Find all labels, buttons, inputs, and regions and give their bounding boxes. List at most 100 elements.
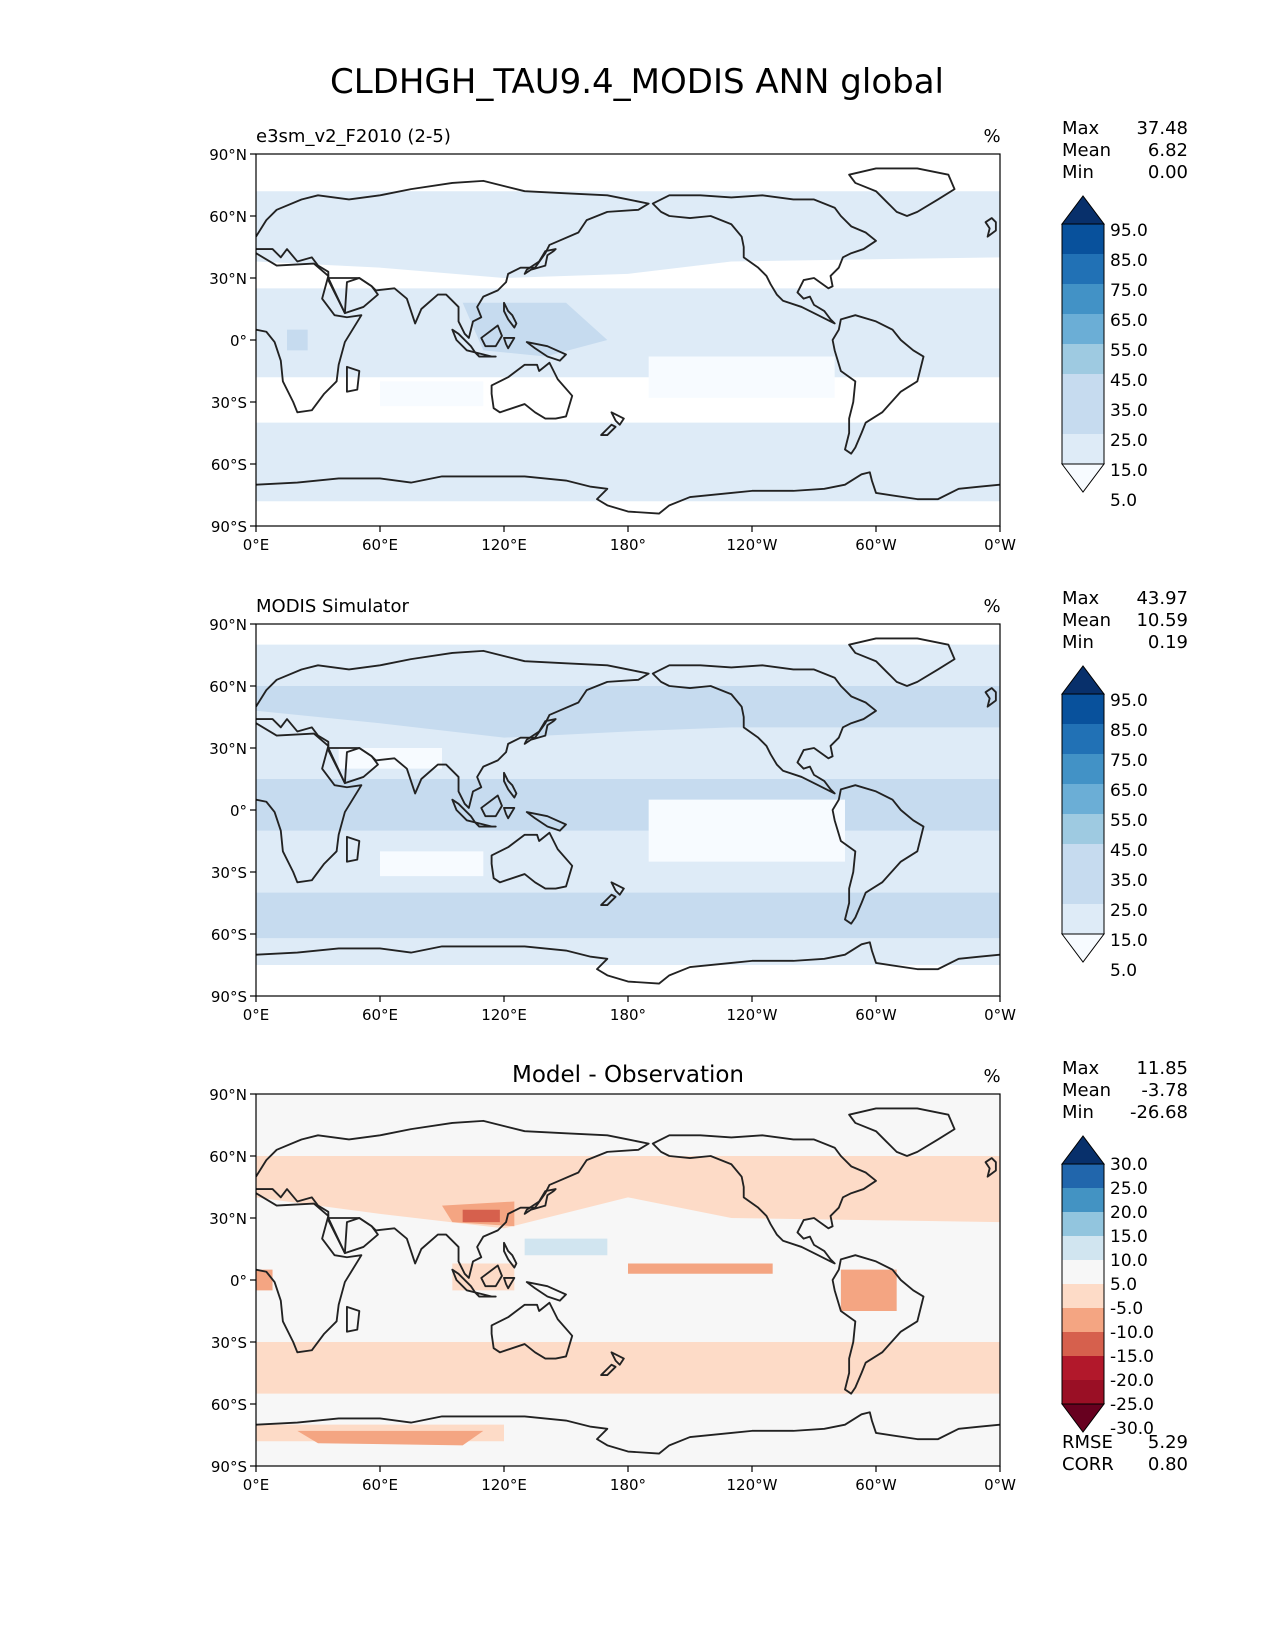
colorbar-segment <box>1062 1284 1104 1309</box>
stat-value: 11.85 <box>1136 1058 1188 1079</box>
stat-label: Min <box>1062 1102 1094 1123</box>
lon-tick-label: 180° <box>610 536 646 554</box>
colorbar-label: 25.0 <box>1110 1179 1148 1199</box>
colorbar-label: 25.0 <box>1110 431 1148 451</box>
units-label: % <box>983 126 1000 147</box>
stat-label: Mean <box>1062 140 1111 161</box>
colorbar: 95.0 85.0 75.0 65.0 55.0 45.0 35.0 25.0 15.0 5.0 <box>1061 665 1148 981</box>
stat-value: 0.19 <box>1148 632 1188 653</box>
stat-value: 43.97 <box>1136 588 1188 609</box>
colorbar-outline <box>1061 1163 1105 1405</box>
colorbar-label: 30.0 <box>1110 1155 1148 1175</box>
colorbar-extend-max <box>1061 665 1105 695</box>
lat-tick-label: 60°N <box>209 208 247 226</box>
figure-title: CLDHGH_TAU9.4_MODIS ANN global <box>330 62 944 102</box>
lon-tick-label: 60°W <box>855 536 897 554</box>
lat-tick-label: 60°S <box>211 456 247 474</box>
colorbar-label: 5.0 <box>1110 1275 1137 1295</box>
colorbar-label: 5.0 <box>1110 961 1137 981</box>
map-field <box>256 637 1000 985</box>
lat-tick-label: 60°N <box>209 678 247 696</box>
map-field <box>256 167 1000 515</box>
colorbar-extend-min <box>1061 1403 1105 1433</box>
colorbar-segment <box>1062 1308 1104 1333</box>
colorbar-extend-min <box>1061 933 1105 963</box>
lon-tick-label: 120°E <box>481 536 527 554</box>
colorbar-segment <box>1062 904 1104 935</box>
colorbar-label: 35.0 <box>1110 401 1148 421</box>
lat-tick-label: 30°S <box>211 864 247 882</box>
lon-tick-label: 120°W <box>727 536 778 554</box>
colorbar-segment <box>1062 1332 1104 1357</box>
lon-tick-label: 0°W <box>984 536 1016 554</box>
lat-tick-label: 90°S <box>211 518 247 536</box>
colorbar-extend-min <box>1061 463 1105 493</box>
colorbar-label: 95.0 <box>1110 221 1148 241</box>
stat-value: -26.68 <box>1130 1102 1188 1123</box>
colorbar-label: 55.0 <box>1110 341 1148 361</box>
colorbar-segment <box>1062 814 1104 845</box>
colorbar-label: 85.0 <box>1110 251 1148 271</box>
metric-label: RMSE <box>1062 1432 1113 1453</box>
stat-label: Max <box>1062 1058 1100 1079</box>
colorbar-label: 20.0 <box>1110 1203 1148 1223</box>
metric-value: 0.80 <box>1148 1454 1188 1475</box>
lon-tick-label: 180° <box>610 1006 646 1024</box>
colorbar-segment <box>1062 1380 1104 1405</box>
colorbar-outline <box>1061 693 1105 935</box>
lat-tick-label: 60°S <box>211 926 247 944</box>
lat-tick-label: 30°S <box>211 394 247 412</box>
colorbar-label: -30.0 <box>1110 1419 1154 1439</box>
colorbar-label: 65.0 <box>1110 311 1148 331</box>
colorbar-label: 45.0 <box>1110 371 1148 391</box>
stat-value: 6.82 <box>1148 140 1188 161</box>
colorbar-outline <box>1061 223 1105 465</box>
panel-title: Model - Observation <box>512 1062 744 1088</box>
colorbar-segment <box>1062 874 1104 905</box>
colorbar: 30.0 25.0 20.0 15.0 10.0 5.0 -5.0 -10.0 -15.0 -20… <box>1061 1135 1154 1439</box>
lat-tick-label: 90°N <box>209 1086 247 1104</box>
stat-value: -3.78 <box>1141 1080 1188 1101</box>
lon-tick-label: 60°W <box>855 1006 897 1024</box>
colorbar-label: 85.0 <box>1110 721 1148 741</box>
lon-tick-label: 0°E <box>243 1006 270 1024</box>
colorbar-segment <box>1062 724 1104 755</box>
stat-label: Min <box>1062 162 1094 183</box>
stat-value: 37.48 <box>1136 118 1188 139</box>
lon-tick-label: 180° <box>610 1476 646 1494</box>
colorbar-segment <box>1062 1356 1104 1381</box>
lat-tick-label: 30°N <box>209 1210 247 1228</box>
colorbar-segment <box>1062 784 1104 815</box>
colorbar-label: -20.0 <box>1110 1371 1154 1391</box>
colorbar-label: 45.0 <box>1110 841 1148 861</box>
stat-value: 0.00 <box>1148 162 1188 183</box>
lon-tick-label: 60°E <box>362 536 398 554</box>
colorbar-segment <box>1062 694 1104 725</box>
colorbar-segment <box>1062 314 1104 345</box>
colorbar-extend-max <box>1061 1135 1105 1165</box>
colorbar-segment <box>1062 1236 1104 1261</box>
lat-tick-label: 0° <box>230 332 247 350</box>
colorbar-segment <box>1062 254 1104 285</box>
lat-tick-label: 90°S <box>211 988 247 1006</box>
colorbar-label: 15.0 <box>1110 931 1148 951</box>
colorbar-label: -5.0 <box>1110 1299 1143 1319</box>
colorbar-segment <box>1062 1260 1104 1285</box>
stat-value: 10.59 <box>1136 610 1188 631</box>
colorbar-label: -10.0 <box>1110 1323 1154 1343</box>
lon-tick-label: 60°E <box>362 1476 398 1494</box>
colorbar-segment <box>1062 434 1104 465</box>
lat-tick-label: 30°N <box>209 740 247 758</box>
lon-tick-label: 120°E <box>481 1006 527 1024</box>
metric-label: CORR <box>1062 1454 1114 1475</box>
lat-tick-label: 60°N <box>209 1148 247 1166</box>
colorbar-segment <box>1062 1188 1104 1213</box>
lat-tick-label: 0° <box>230 802 247 820</box>
colorbar-label: -25.0 <box>1110 1395 1154 1415</box>
colorbar-segment <box>1062 374 1104 405</box>
stat-label: Min <box>1062 632 1094 653</box>
colorbar: 95.0 85.0 75.0 65.0 55.0 45.0 35.0 25.0 15.0 5.0 <box>1061 195 1148 511</box>
lat-tick-label: 90°S <box>211 1458 247 1476</box>
lon-tick-label: 0°W <box>984 1476 1016 1494</box>
colorbar-label: 75.0 <box>1110 281 1148 301</box>
